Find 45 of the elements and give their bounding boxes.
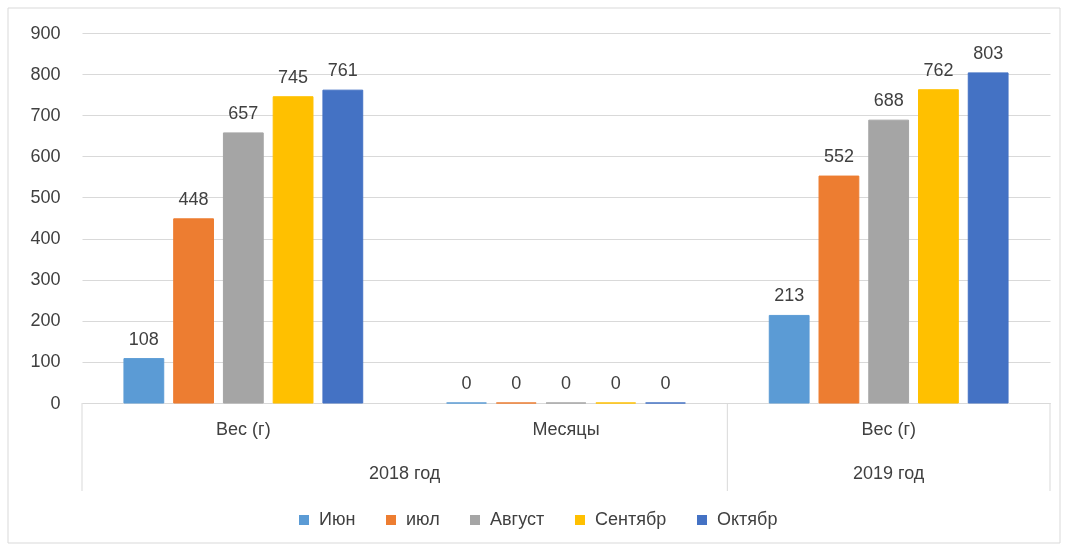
bar — [322, 89, 364, 404]
legend-label: Сентябр — [595, 509, 667, 529]
data-label: 108 — [128, 328, 159, 349]
data-label: 552 — [823, 146, 854, 167]
bar — [768, 314, 810, 404]
legend-label: Август — [490, 509, 545, 529]
y-tick-label: 600 — [30, 145, 61, 166]
data-label: 213 — [774, 285, 805, 306]
y-tick-label: 700 — [30, 104, 61, 125]
y-tick-label: 900 — [30, 22, 61, 43]
bar — [818, 175, 860, 404]
y-tick-label: 100 — [30, 351, 61, 372]
bar — [272, 96, 314, 404]
data-label: 0 — [461, 373, 472, 393]
legend-label: Октябр — [717, 509, 778, 529]
x-tick-label: Вес (г) — [216, 418, 271, 439]
data-label: 0 — [511, 373, 522, 393]
x-tick-label: Месяцы — [532, 418, 600, 439]
data-label: 745 — [278, 66, 309, 87]
legend-label: июл — [406, 509, 440, 529]
bar — [222, 132, 264, 404]
bar — [918, 89, 959, 404]
data-label: 0 — [560, 373, 572, 393]
y-tick-label: 500 — [30, 186, 61, 207]
x-tick-label: Вес (г) — [861, 418, 916, 439]
data-label: 761 — [327, 60, 358, 81]
data-label: 803 — [973, 42, 1004, 63]
data-label: 0 — [660, 373, 671, 393]
bar — [967, 72, 1009, 404]
y-tick-label: 800 — [30, 63, 61, 84]
text: 2019 год — [852, 463, 925, 483]
legend-label: Июн — [319, 509, 356, 529]
y-tick-label: 0 — [50, 392, 61, 413]
y-tick-label: 200 — [30, 310, 61, 331]
bar — [868, 119, 910, 404]
data-label: 657 — [228, 102, 259, 123]
data-label: 762 — [923, 59, 954, 80]
bar — [173, 218, 214, 404]
bar — [123, 358, 165, 404]
data-label: 0 — [610, 373, 621, 393]
y-tick-label: 300 — [30, 269, 61, 290]
text: 2018 год — [368, 463, 441, 483]
y-tick-label: 400 — [30, 228, 61, 249]
data-label: 688 — [873, 90, 904, 111]
data-label: 448 — [178, 188, 209, 209]
